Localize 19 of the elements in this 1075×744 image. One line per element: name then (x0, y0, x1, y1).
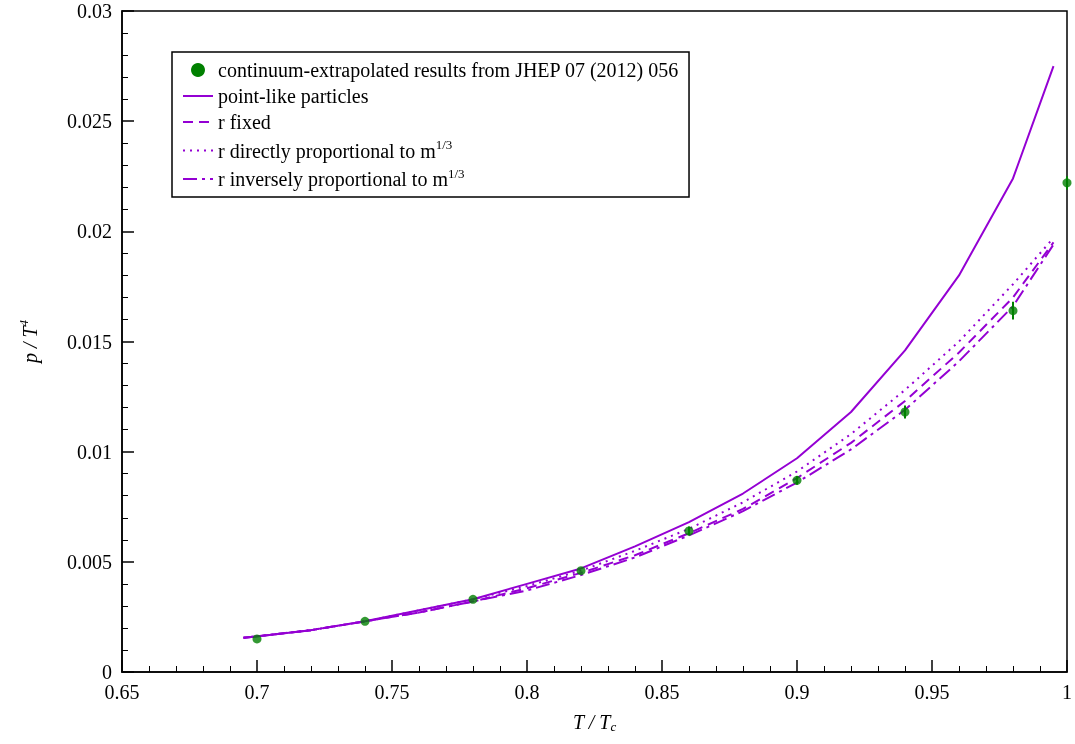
y-axis-title: p / T4 (16, 319, 42, 366)
x-tick-label: 0.9 (784, 681, 810, 703)
x-tick-label: 0.85 (644, 681, 680, 703)
x-tick-label: 0.8 (514, 681, 540, 703)
y-tick-label: 0 (102, 661, 112, 683)
legend-label: point-like particles (218, 85, 369, 108)
x-tick-label: 0.75 (374, 681, 410, 703)
x-tick-label: 0.65 (104, 681, 140, 703)
y-tick-label: 0.005 (67, 550, 112, 573)
y-tick-label: 0.02 (77, 220, 112, 243)
legend-label: r fixed (218, 111, 271, 133)
x-tick-label: 1 (1062, 681, 1072, 703)
x-tick-label: 0.95 (914, 681, 950, 703)
x-tick-label: 0.7 (244, 681, 270, 703)
y-tick-label: 0.03 (77, 0, 112, 22)
legend-label: continuum-extrapolated results from JHEP 07 (2012) 056 (218, 59, 679, 82)
y-tick-label: 0.025 (67, 110, 112, 133)
y-tick-label: 0.01 (77, 440, 112, 463)
y-tick-label: 0.015 (67, 330, 112, 353)
